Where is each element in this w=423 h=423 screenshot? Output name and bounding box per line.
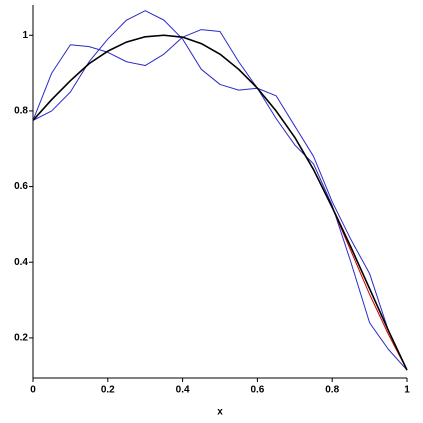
- line: [32, 10, 408, 371]
- y-tick-label: 0.8: [14, 106, 28, 117]
- x-tick-label: 0.4: [176, 385, 190, 396]
- y-tick-label: 0.2: [14, 333, 28, 344]
- x-tick-label: 0.6: [250, 385, 264, 396]
- x-tick-label: 0: [30, 385, 36, 396]
- line: [32, 29, 408, 371]
- y-tick-label: 1: [22, 30, 28, 41]
- line: [32, 34, 408, 371]
- x-tick-label: 0.8: [325, 385, 339, 396]
- x-axis-label: x: [217, 407, 223, 418]
- line: [32, 34, 408, 371]
- y-tick-label: 0.6: [14, 181, 28, 192]
- x-tick-label: 0.2: [101, 385, 115, 396]
- y-tick-label: 0.4: [14, 257, 28, 268]
- x-tick-label: 1: [404, 385, 410, 396]
